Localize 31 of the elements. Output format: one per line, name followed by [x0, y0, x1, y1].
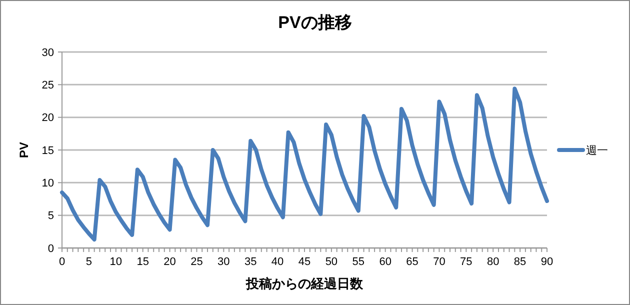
x-tick-label: 5: [86, 256, 92, 268]
y-tick-label: 20: [42, 112, 54, 124]
x-tick-label: 75: [460, 256, 472, 268]
x-tick-label: 80: [486, 256, 500, 268]
x-tick-label: 85: [514, 256, 526, 268]
y-tick-label: 15: [42, 144, 54, 157]
x-tick-label: 0: [58, 256, 66, 268]
x-tick-label: 90: [540, 256, 554, 268]
x-tick-label: 10: [110, 256, 122, 268]
x-tick-label: 25: [190, 256, 203, 268]
y-tick-label: 0: [48, 242, 54, 255]
y-tick-label: 10: [42, 178, 54, 190]
x-tick-label: 60: [379, 256, 392, 268]
x-tick-label: 55: [352, 256, 365, 268]
chart-title: PVの推移: [278, 13, 352, 32]
y-tick-label: 25: [42, 80, 54, 92]
x-tick-label: 50: [325, 256, 338, 268]
x-tick-label: 40: [271, 256, 284, 268]
x-tick-label: 65: [406, 256, 418, 268]
x-tick-label: 35: [244, 256, 257, 268]
x-tick-label: 20: [164, 256, 176, 268]
x-tick-label: 45: [298, 256, 311, 268]
legend-label: 週一: [586, 144, 608, 157]
y-axis-title: PV: [17, 142, 31, 158]
x-tick-label: 70: [433, 256, 446, 268]
y-tick-label: 5: [48, 210, 54, 222]
x-tick-label: 15: [136, 256, 149, 268]
line-series: [60, 86, 549, 242]
y-tick-label: 30: [42, 46, 54, 59]
x-tick-label: 30: [218, 256, 230, 268]
x-axis-title: 投稿からの経過日数: [245, 276, 364, 291]
